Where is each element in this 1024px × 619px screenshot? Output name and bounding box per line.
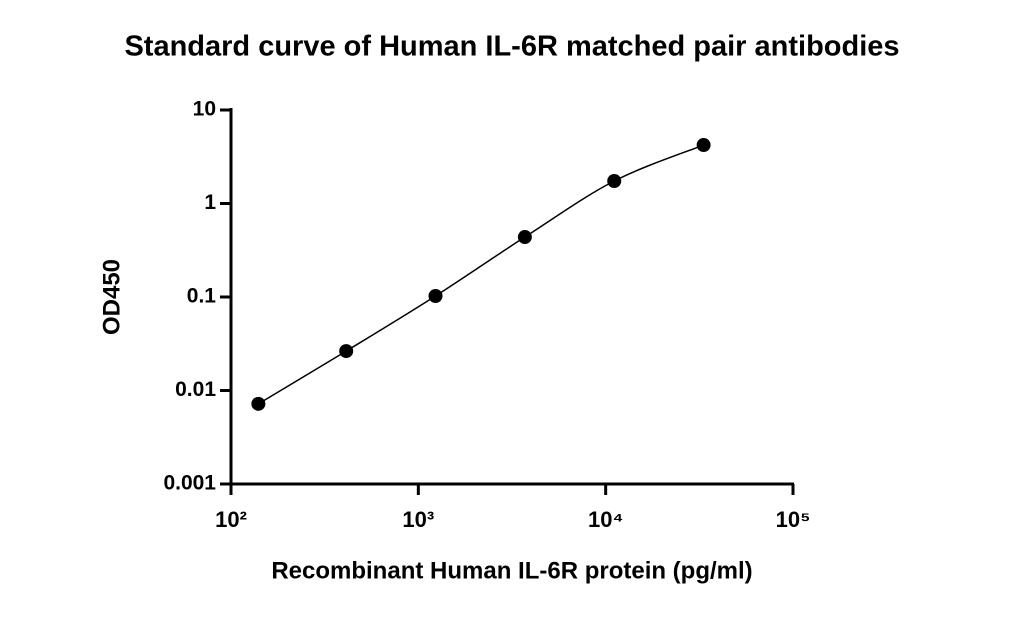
y-tick-label: 10 [193, 98, 216, 121]
x-axis-label: Recombinant Human IL-6R protein (pg/ml) [271, 557, 752, 584]
y-tick-label: 0.001 [163, 472, 216, 495]
data-point [696, 138, 711, 153]
y-tick-label: 0.1 [187, 285, 217, 308]
data-point [428, 288, 443, 303]
data-point [607, 174, 622, 189]
x-tick-label: 10² [215, 507, 247, 532]
y-tick-label: 0.01 [175, 378, 216, 401]
y-axis-label: OD450 [98, 259, 125, 335]
x-tick-label: 10³ [402, 507, 434, 532]
data-point [339, 344, 354, 359]
x-tick-label: 10⁴ [588, 507, 623, 532]
y-tick-label: 1 [204, 191, 216, 214]
fit-curve [257, 144, 704, 405]
chart-title: Standard curve of Human IL-6R matched pa… [124, 31, 899, 63]
data-point [251, 396, 266, 411]
x-tick-label: 10⁵ [776, 507, 811, 532]
data-point [517, 230, 532, 245]
